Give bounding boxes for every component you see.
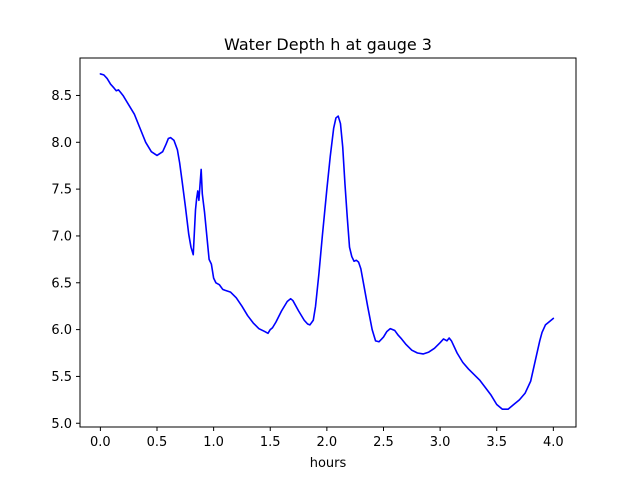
- x-tick-label: 0.0: [90, 435, 111, 450]
- y-tick-label: 7.5: [51, 183, 72, 198]
- chart-title: Water Depth h at gauge 3: [224, 35, 432, 54]
- x-tick-label: 3.5: [486, 435, 507, 450]
- y-axis: 5.0 5.5 6.0 6.5 7.0 7.5 8.0 8.5: [51, 89, 80, 432]
- y-tick-label: 6.0: [51, 323, 72, 338]
- x-tick-label: 1.0: [203, 435, 224, 450]
- x-tick-label: 4.0: [543, 435, 564, 450]
- series-layer: [99, 73, 555, 411]
- x-axis: 0.0 0.5 1.0 1.5 2.0 2.5 3.0 3.5 4.0: [90, 427, 564, 450]
- y-tick-label: 6.5: [51, 276, 72, 291]
- y-tick-label: 8.0: [51, 136, 72, 151]
- series-line: [99, 73, 555, 411]
- x-tick-label: 0.5: [147, 435, 168, 450]
- x-axis-label: hours: [310, 456, 347, 471]
- plot-area-frame: [79, 57, 577, 428]
- y-tick-label: 5.0: [51, 417, 72, 432]
- y-tick-label: 5.5: [51, 370, 72, 385]
- x-tick-label: 2.5: [373, 435, 394, 450]
- x-tick-label: 2.0: [317, 435, 338, 450]
- x-tick-label: 1.5: [260, 435, 281, 450]
- y-tick-label: 8.5: [51, 89, 72, 104]
- x-tick-label: 3.0: [430, 435, 451, 450]
- y-tick-label: 7.0: [51, 229, 72, 244]
